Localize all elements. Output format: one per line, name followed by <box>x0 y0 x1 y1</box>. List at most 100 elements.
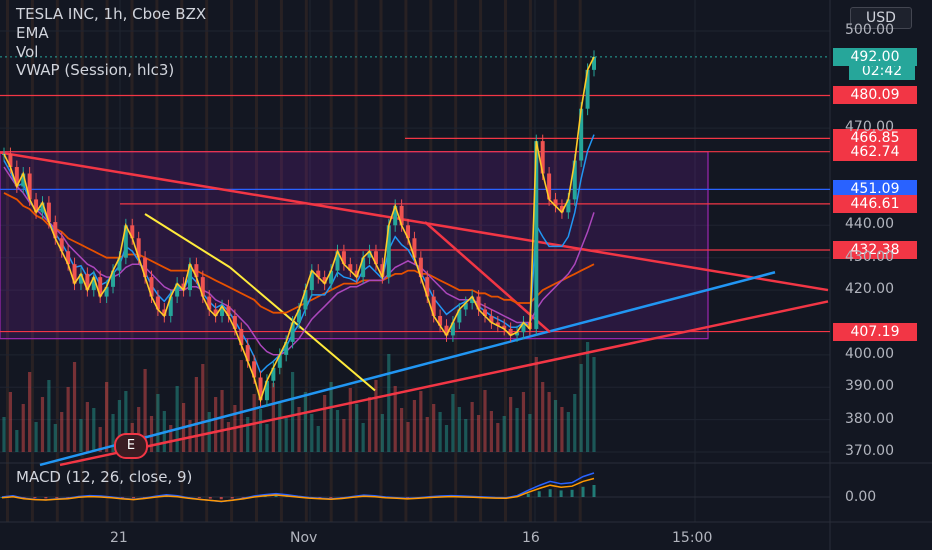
candle-body <box>380 264 385 278</box>
volume-bar <box>566 412 570 452</box>
candle-body <box>572 160 577 200</box>
volume-bar <box>124 391 128 452</box>
volume-bar <box>489 411 493 452</box>
macd-signal-line <box>1 477 595 503</box>
candle-body <box>34 199 39 213</box>
price-axis-tick: 390.00 <box>845 378 894 395</box>
indicator-vwap-label: VWAP (Session, hlc3) <box>16 61 175 79</box>
macd-histogram-bar <box>197 497 201 499</box>
macd-histogram-bar <box>329 497 333 498</box>
session-stripe <box>578 0 582 522</box>
candle-body <box>284 341 289 355</box>
volume-bar <box>226 422 231 452</box>
volume-bar <box>547 392 551 452</box>
macd-histogram-bar <box>318 497 322 498</box>
candle-body <box>207 296 212 310</box>
volume-bar <box>169 425 173 452</box>
session-stripe <box>80 0 84 522</box>
price-tag: 432.38 <box>833 240 917 259</box>
volume-bar <box>47 380 51 452</box>
candle-body <box>136 238 141 258</box>
volume-bar <box>323 395 327 452</box>
volume-bar <box>483 390 487 452</box>
price-line <box>3 56 595 403</box>
volume-bar <box>117 400 122 452</box>
price-tag: 451.09 <box>833 180 917 199</box>
candle-body <box>8 154 13 168</box>
volume-bar <box>400 408 404 452</box>
volume-bar <box>393 386 397 452</box>
candle-body <box>457 309 462 323</box>
session-stripe <box>528 0 532 522</box>
candle-body <box>303 290 308 310</box>
volume-bar <box>40 397 45 452</box>
volume-bar <box>560 407 564 452</box>
price-tag: 407.19 <box>833 322 917 341</box>
volume-bar <box>451 394 455 452</box>
macd-histogram-bar <box>55 497 59 498</box>
macd-histogram-bar <box>570 489 574 497</box>
candle-body <box>91 277 96 291</box>
volume-bar <box>214 397 218 452</box>
price-tag: 446.61 <box>833 194 917 213</box>
candle-body <box>27 173 32 200</box>
volume-bar <box>284 418 288 452</box>
candle-body <box>399 205 404 226</box>
candle-body <box>470 296 475 304</box>
macd-label: MACD (12, 26, close, 9) <box>16 468 193 486</box>
currency-button[interactable]: USD <box>850 7 912 29</box>
candle-body <box>78 273 83 284</box>
candle-body <box>463 303 468 310</box>
candle-body <box>521 322 526 333</box>
price-axis-tick: 430.00 <box>845 248 894 265</box>
session-stripe <box>304 0 308 522</box>
session-stripe <box>105 0 109 522</box>
macd-histogram-bar <box>219 497 223 500</box>
candle-body <box>130 225 135 239</box>
volume-bar <box>265 424 269 452</box>
volume-bar <box>444 425 449 452</box>
session-stripe <box>553 0 557 522</box>
volume-bar <box>137 407 141 452</box>
candle-body <box>104 286 109 297</box>
candle-body <box>155 296 160 310</box>
volume-bar <box>156 394 160 452</box>
volume-bar <box>380 414 384 452</box>
volume-bar <box>553 400 558 452</box>
candle-body <box>515 332 520 336</box>
candle-body <box>290 322 295 342</box>
candle-body <box>431 296 436 316</box>
macd-histogram-bar <box>44 497 48 499</box>
volume-bar <box>53 424 57 452</box>
volume-bar <box>425 417 429 452</box>
macd-histogram-bar <box>241 497 245 498</box>
session-stripe <box>205 0 209 522</box>
volume-bar <box>464 419 468 452</box>
price-axis-tick: 440.00 <box>845 216 894 233</box>
price-tag: 462.74 <box>833 142 917 161</box>
earnings-event-marker[interactable]: E <box>114 433 148 459</box>
macd-histogram-bar <box>592 485 596 497</box>
volume-bar <box>573 394 577 452</box>
macd-histogram-bar <box>22 497 26 498</box>
volume-bar <box>316 426 320 452</box>
candle-body <box>123 225 128 258</box>
volume-bar <box>509 397 513 452</box>
price-tag: 492.00 <box>833 47 917 66</box>
volume-bar <box>28 372 32 452</box>
candle-body <box>502 325 507 329</box>
candle-body <box>245 345 250 362</box>
candle-body <box>21 173 26 187</box>
volume-bar <box>406 422 410 452</box>
candle-body <box>175 283 180 297</box>
candle-body <box>111 270 116 287</box>
volume-bar <box>541 382 545 452</box>
candle-body <box>335 251 340 271</box>
indicator-ema-label: EMA <box>16 24 49 42</box>
volume-bar <box>335 410 340 452</box>
candle-body <box>271 367 276 381</box>
candle-body <box>226 306 231 316</box>
candle-body <box>579 108 584 161</box>
